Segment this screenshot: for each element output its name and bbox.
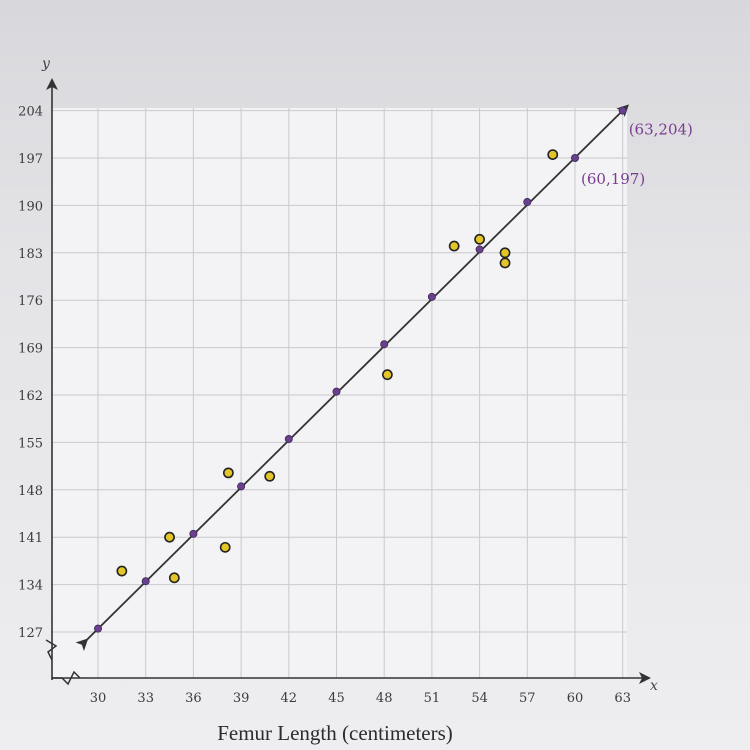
x-tick-label: 63 xyxy=(614,691,631,706)
y-axis-name: y xyxy=(41,56,51,72)
trend-point xyxy=(237,482,246,491)
y-tick-label: 169 xyxy=(18,342,43,357)
y-tick-label: 197 xyxy=(18,152,43,167)
trend-point xyxy=(141,577,150,586)
point-annotation: (63,204) xyxy=(629,121,693,139)
data-point xyxy=(547,149,559,161)
trend-point xyxy=(380,340,389,349)
x-axis-label: Femur Length (centimeters) xyxy=(217,721,453,745)
y-tick-label: 141 xyxy=(18,531,43,546)
trend-point xyxy=(284,435,293,444)
x-tick-label: 30 xyxy=(90,691,107,706)
x-tick-label: 48 xyxy=(376,691,393,706)
y-tick-label: 162 xyxy=(18,389,43,404)
trend-point xyxy=(475,245,484,254)
trend-point xyxy=(189,529,198,538)
y-tick-label: 134 xyxy=(18,579,43,594)
trend-point xyxy=(94,624,103,633)
y-tick-label: 183 xyxy=(18,247,43,262)
y-axis-break-mark xyxy=(45,639,58,661)
y-tick-label: 204 xyxy=(18,105,43,120)
data-point xyxy=(219,541,231,553)
data-point xyxy=(168,572,180,584)
trend-point xyxy=(427,292,436,301)
x-tick-label: 51 xyxy=(424,691,441,706)
point-annotation: (60,197) xyxy=(581,170,645,188)
trend-point xyxy=(618,106,627,115)
y-tick-label: 127 xyxy=(18,626,43,641)
y-tick-label: 155 xyxy=(18,436,43,451)
annotations: (63,204) (60,197) xyxy=(581,121,693,188)
data-points xyxy=(116,149,559,584)
x-axis-break-mark xyxy=(52,670,81,686)
trend-line xyxy=(75,104,629,652)
x-tick-label: 57 xyxy=(519,691,536,706)
x-tick-label: 42 xyxy=(281,691,298,706)
x-tick-label: 54 xyxy=(471,691,488,706)
data-point xyxy=(116,565,128,577)
x-tick-label: 33 xyxy=(137,691,154,706)
data-point xyxy=(222,467,234,479)
x-tick-label: 39 xyxy=(233,691,250,706)
trend-line-points xyxy=(94,106,627,633)
data-point xyxy=(164,531,175,543)
trend-point xyxy=(571,153,580,162)
x-tick-label: 45 xyxy=(328,691,345,706)
x-tick-label: 60 xyxy=(567,691,584,706)
y-tick-label: 190 xyxy=(18,199,43,214)
data-point xyxy=(448,240,460,252)
data-point xyxy=(381,369,393,381)
trend-point xyxy=(523,198,532,207)
x-tick-labels: 30 33 36 39 42 45 48 51 54 57 60 63 xyxy=(90,691,631,706)
y-tick-labels: 127 134 141 148 155 162 169 176 183 190 197 204 xyxy=(18,105,43,641)
x-tick-label: 36 xyxy=(185,691,202,706)
y-tick-label: 176 xyxy=(18,294,43,309)
y-tick-label: 148 xyxy=(18,484,43,499)
data-point xyxy=(474,233,485,245)
data-point xyxy=(264,470,276,482)
data-point xyxy=(499,247,511,259)
trend-point xyxy=(332,387,341,396)
x-axis-name: x xyxy=(650,678,658,694)
data-point xyxy=(499,257,511,269)
